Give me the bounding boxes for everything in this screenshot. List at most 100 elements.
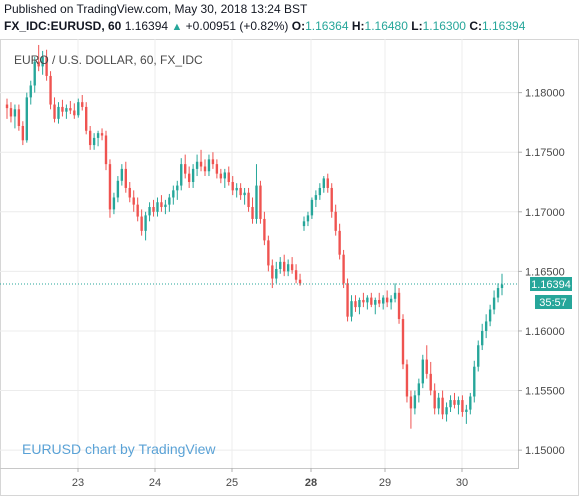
candle <box>21 121 25 146</box>
candle-body <box>251 207 254 219</box>
candle <box>211 152 215 169</box>
candle-body <box>393 292 397 299</box>
candle <box>358 297 361 315</box>
candle-body <box>21 125 25 141</box>
candle <box>425 345 428 379</box>
y-tick-label: 1.15000 <box>525 445 565 457</box>
candle <box>338 223 341 260</box>
candle <box>17 104 21 131</box>
candle <box>286 259 290 277</box>
candle <box>13 104 17 129</box>
symbol-label: FX_IDC:EURUSD, 60 <box>4 19 122 33</box>
candlestick-chart[interactable]: 1.18000 1.17500 1.17000 1.16500 1.16000 1.155… <box>0 39 579 496</box>
candle-body <box>45 56 48 76</box>
candle <box>342 249 345 289</box>
candle-body <box>279 261 282 269</box>
candle-body <box>306 215 310 222</box>
candle <box>350 295 353 322</box>
candle-body <box>271 265 274 279</box>
candle <box>37 44 40 72</box>
candle-body <box>401 319 405 365</box>
candle <box>354 295 357 312</box>
high-label: H: <box>351 19 365 33</box>
candle-body <box>180 164 183 186</box>
candle <box>481 323 484 351</box>
candle-body <box>9 108 13 117</box>
candle-body <box>496 288 500 298</box>
candle <box>496 283 500 303</box>
candle <box>124 161 127 193</box>
candle-body <box>136 204 139 217</box>
candle <box>219 168 223 184</box>
candle-body <box>449 400 452 408</box>
candle <box>290 257 294 274</box>
chart-title: EURO / U.S. DOLLAR, 60, FX_IDC <box>14 53 203 67</box>
candle-body <box>445 407 448 415</box>
candle-body <box>92 137 96 146</box>
candle <box>168 193 171 212</box>
candle-body <box>124 168 127 188</box>
candle <box>92 133 96 150</box>
candle-body <box>484 321 488 331</box>
candle <box>461 395 464 417</box>
candle <box>132 190 135 212</box>
candle-body <box>88 130 92 146</box>
candle <box>184 154 187 179</box>
candle-body <box>421 359 424 384</box>
candle-body <box>362 299 365 303</box>
candle <box>488 304 492 327</box>
candle-body <box>104 135 108 165</box>
published-line: Published on TradingView.com, May 30, 20… <box>4 2 308 16</box>
candle <box>413 390 417 415</box>
candle-body <box>184 164 187 174</box>
candle <box>65 104 68 119</box>
candle-body <box>187 173 191 182</box>
candle-body <box>275 268 278 279</box>
candle <box>77 98 80 118</box>
countdown-tag-text: 35:57 <box>539 297 567 309</box>
candle <box>41 50 44 75</box>
candle <box>128 182 131 203</box>
candle-body <box>128 187 131 198</box>
candle-body <box>382 297 385 304</box>
candle-body <box>49 75 52 105</box>
y-tick-label: 1.16500 <box>525 266 565 278</box>
candle-body <box>413 395 417 409</box>
candle <box>164 199 167 215</box>
price-axis: 1.18000 1.17500 1.17000 1.16500 1.16000 1.155… <box>518 88 565 457</box>
candle-body <box>215 164 219 174</box>
candle-body <box>370 297 373 305</box>
candle <box>421 354 424 389</box>
candle-body <box>437 397 440 409</box>
candle <box>449 395 452 412</box>
candle <box>5 98 9 119</box>
candle-body <box>461 400 464 412</box>
candle <box>144 211 147 241</box>
candle-body <box>61 106 64 112</box>
candle <box>85 102 88 135</box>
candle-body <box>112 197 116 210</box>
candle-body <box>211 159 215 165</box>
candle <box>235 183 238 198</box>
candle-body <box>199 161 203 167</box>
candle <box>473 360 476 403</box>
candle <box>247 187 250 212</box>
candle-body <box>164 204 167 208</box>
candle-body <box>85 106 88 131</box>
candle <box>322 176 325 193</box>
candle <box>207 154 211 177</box>
candle <box>294 264 298 284</box>
candles <box>5 44 504 429</box>
candle-body <box>227 172 230 182</box>
candle-body <box>338 230 341 255</box>
candle <box>271 259 274 289</box>
candle-body <box>33 61 36 86</box>
candle <box>445 402 448 422</box>
candle <box>243 187 246 205</box>
candle-body <box>5 104 9 109</box>
candle <box>29 80 32 105</box>
candle <box>45 49 48 81</box>
candle-body <box>152 207 155 212</box>
x-tick-label: 28 <box>305 477 317 489</box>
candle-body <box>334 211 337 231</box>
